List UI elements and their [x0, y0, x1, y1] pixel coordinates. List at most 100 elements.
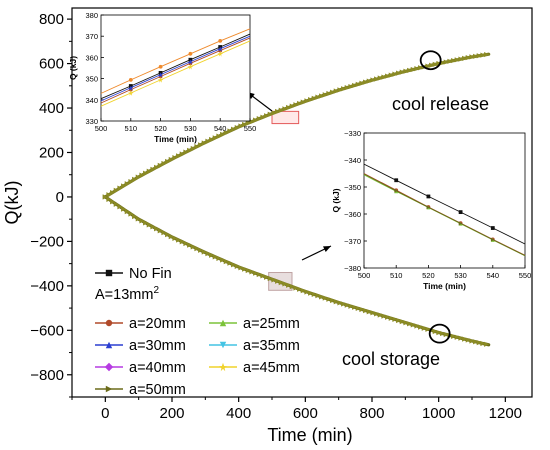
- data-point: [271, 110, 277, 116]
- data-point: [161, 160, 167, 167]
- data-point: [264, 274, 270, 280]
- data-point: [407, 321, 413, 327]
- inset-data-point: [394, 178, 399, 183]
- data-point: [381, 313, 387, 319]
- inset-x-tick-label: 530: [454, 271, 467, 280]
- data-point: [198, 247, 204, 253]
- legend-label: No Fin: [129, 266, 172, 282]
- data-point: [429, 62, 435, 68]
- inset-series-line: [100, 35, 251, 102]
- data-point: [146, 168, 152, 174]
- data-point: [282, 281, 288, 287]
- inset-series: [363, 173, 526, 257]
- data-point: [469, 54, 475, 60]
- data-point: [286, 282, 292, 288]
- data-point: [194, 144, 200, 150]
- data-point: [143, 220, 149, 226]
- inset-series-line: [363, 173, 526, 257]
- x-tick-label: 200: [159, 405, 184, 422]
- x-tick-label: 800: [359, 405, 384, 422]
- data-point: [322, 295, 328, 301]
- data-point: [172, 155, 178, 161]
- arrow-to-bottom-inset-head: [323, 246, 331, 253]
- data-point: [333, 88, 339, 94]
- inset-y-tick-label: −380: [344, 264, 361, 273]
- data-point: [242, 266, 248, 272]
- inset-data-point: [128, 85, 133, 90]
- x-tick-label: 600: [293, 405, 318, 422]
- data-point: [128, 178, 134, 185]
- inset-data-point: [158, 72, 163, 77]
- data-point: [381, 74, 387, 80]
- data-point: [143, 170, 149, 176]
- data-point: [183, 240, 189, 247]
- inset-series: [100, 28, 251, 94]
- x-tick-label: 1200: [489, 405, 522, 422]
- inset-x-tick-label: 550: [519, 271, 532, 280]
- x-axis-label: Time (min): [267, 425, 352, 445]
- data-point: [238, 123, 244, 129]
- inset-y-tick-label: 340: [85, 96, 98, 105]
- inset-series-line: [100, 33, 251, 100]
- data-point: [132, 213, 138, 220]
- data-point: [311, 95, 317, 101]
- data-point: [462, 336, 468, 342]
- data-point: [326, 90, 332, 97]
- data-point: [278, 107, 284, 113]
- data-point: [418, 65, 424, 71]
- data-point: [374, 76, 380, 82]
- data-point: [124, 209, 130, 215]
- data-point: [348, 83, 354, 90]
- inset-data-point: [394, 188, 399, 193]
- data-point: [194, 246, 200, 252]
- data-point: [165, 232, 171, 238]
- data-point: [172, 235, 178, 241]
- inset-series-line: [100, 37, 251, 104]
- inset-y-axis-label: Q (kJ): [68, 56, 78, 80]
- data-point: [161, 230, 167, 236]
- data-point: [458, 56, 464, 62]
- data-point: [366, 78, 372, 84]
- x-tick-label: 0: [101, 405, 109, 422]
- data-point: [421, 325, 427, 331]
- inset-data-point: [218, 46, 223, 51]
- data-point: [326, 296, 332, 302]
- inset-data-point: [458, 221, 463, 226]
- data-point: [106, 196, 112, 202]
- legend-marker: [104, 362, 114, 372]
- data-point: [275, 108, 281, 115]
- inset-x-axis-label: Time (min): [154, 134, 197, 144]
- data-point: [190, 145, 196, 152]
- data-point: [179, 151, 185, 157]
- y-tick-label: 800: [39, 11, 64, 28]
- inset-data-point: [458, 210, 463, 215]
- data-point: [146, 222, 152, 228]
- data-point: [454, 57, 460, 63]
- data-point: [388, 72, 394, 78]
- legend-note: A=13mm2: [95, 285, 159, 303]
- data-point: [403, 68, 409, 74]
- data-point: [297, 286, 303, 292]
- inset-data-point: [426, 194, 431, 199]
- data-point: [359, 306, 365, 313]
- data-point: [201, 140, 207, 146]
- legend-marker: [105, 341, 113, 349]
- inset-x-tick-label: 500: [358, 271, 371, 280]
- annotation-cool-storage: cool storage: [342, 349, 440, 369]
- inset-series: [363, 163, 526, 245]
- y-tick-label: 200: [39, 144, 64, 161]
- y-tick-label: −600: [30, 322, 64, 339]
- data-point: [352, 82, 358, 89]
- inset-series-line: [363, 163, 526, 245]
- inset-data-point: [188, 57, 193, 62]
- data-point: [330, 297, 336, 304]
- data-point: [465, 55, 471, 61]
- y-tick-label: −200: [30, 233, 64, 250]
- data-point: [319, 294, 325, 300]
- inset-data-point: [127, 90, 134, 96]
- data-point: [355, 81, 361, 87]
- data-point: [231, 126, 237, 132]
- zoom-region: [271, 110, 300, 125]
- data-point: [451, 57, 457, 64]
- inset-y-tick-label: −360: [344, 210, 361, 219]
